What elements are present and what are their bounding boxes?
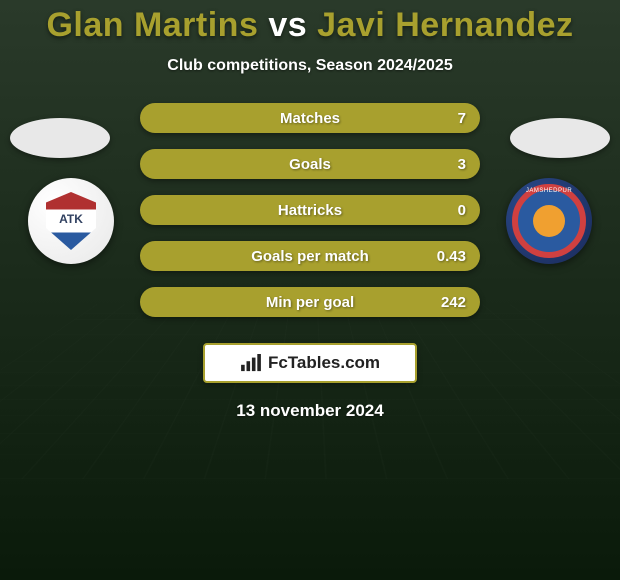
stat-label: Hattricks xyxy=(154,202,466,219)
jamshedpur-badge-icon xyxy=(512,184,586,258)
stat-label: Min per goal xyxy=(154,294,466,311)
title-player1: Glan Martins xyxy=(46,6,258,44)
bar-chart-icon xyxy=(240,354,262,372)
stat-label: Goals xyxy=(154,156,466,173)
stat-row-gpm: Goals per match 0.43 xyxy=(140,241,480,271)
player2-photo-slot xyxy=(510,118,610,158)
title-player2: Javi Hernandez xyxy=(317,6,573,44)
subtitle: Club competitions, Season 2024/2025 xyxy=(0,57,620,75)
date-text: 13 november 2024 xyxy=(0,401,620,421)
brand-box: FcTables.com xyxy=(203,343,417,383)
stat-row-mpg: Min per goal 242 xyxy=(140,287,480,317)
stats-list: Matches 7 Goals 3 Hattricks 0 Goals per … xyxy=(140,103,480,317)
stat-value: 7 xyxy=(458,110,466,127)
stat-value: 3 xyxy=(458,156,466,173)
stat-row-matches: Matches 7 xyxy=(140,103,480,133)
stat-label: Matches xyxy=(154,110,466,127)
stat-value: 242 xyxy=(441,294,466,311)
atk-shield-icon xyxy=(46,192,96,250)
stat-label: Goals per match xyxy=(154,248,466,265)
stat-value: 0 xyxy=(458,202,466,219)
page-title: Glan Martins vs Javi Hernandez xyxy=(0,0,620,45)
stat-value: 0.43 xyxy=(437,248,466,265)
title-vs: vs xyxy=(268,6,307,44)
stat-row-hattricks: Hattricks 0 xyxy=(140,195,480,225)
content: Glan Martins vs Javi Hernandez Club comp… xyxy=(0,0,620,580)
club-badge-right xyxy=(506,178,592,264)
club-badge-left xyxy=(28,178,114,264)
brand-text: FcTables.com xyxy=(268,353,380,373)
player1-photo-slot xyxy=(10,118,110,158)
stat-row-goals: Goals 3 xyxy=(140,149,480,179)
